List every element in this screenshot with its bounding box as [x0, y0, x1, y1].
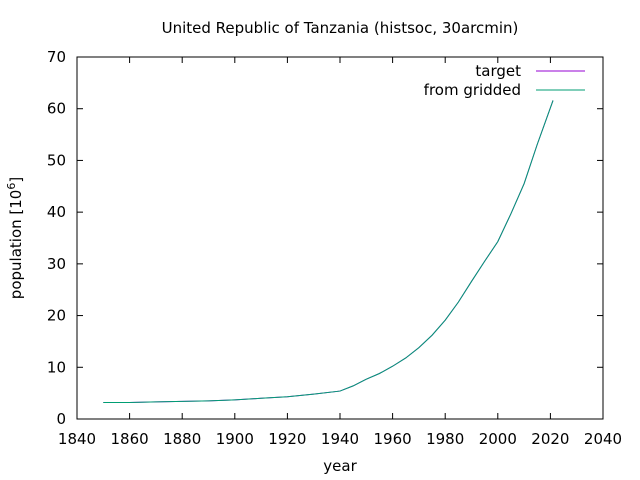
x-axis: 1840 1860 1880 1900 1920 1940 1960 1980 2000 2020… [58, 57, 622, 448]
plot-border [76, 56, 604, 420]
y-axis-label: population [106] [5, 177, 25, 299]
legend-label-2: from gridded [424, 81, 521, 99]
y-tick-label: 0 [56, 410, 66, 428]
plot-area [76, 56, 604, 420]
x-tick-label: 1900 [216, 430, 254, 448]
x-tick-label: 1880 [163, 430, 201, 448]
y-tick-label: 30 [47, 255, 66, 273]
y-axis-label-text: population [10 [7, 190, 25, 300]
x-tick-label: 2020 [531, 430, 569, 448]
x-tick-label: 1860 [111, 430, 149, 448]
y-tick-label: 70 [47, 48, 66, 66]
y-axis-label-exponent: 6 [5, 183, 18, 190]
x-tick-label: 2040 [584, 430, 622, 448]
x-tick-label: 2000 [479, 430, 517, 448]
y-tick-label: 60 [47, 100, 66, 118]
y-tick-label: 20 [47, 307, 66, 325]
legend-label-1: target [475, 62, 521, 80]
chart-title: United Republic of Tanzania (histsoc, 30… [162, 19, 519, 37]
y-tick-label: 50 [47, 151, 66, 169]
series-line-1 [103, 100, 554, 403]
x-axis-label: year [323, 457, 357, 475]
series-line-2 [103, 100, 554, 403]
x-tick-label: 1920 [268, 430, 306, 448]
x-tick-label: 1940 [321, 430, 359, 448]
x-tick-label: 1840 [58, 430, 96, 448]
y-tick-label: 40 [47, 203, 66, 221]
series-lines [103, 100, 554, 403]
x-tick-label: 1980 [426, 430, 464, 448]
y-tick-label: 10 [47, 358, 66, 376]
y-axis: 0 10 20 30 40 50 60 70 [47, 48, 603, 428]
x-tick-label: 1960 [374, 430, 412, 448]
y-axis-label-close: ] [7, 177, 25, 183]
